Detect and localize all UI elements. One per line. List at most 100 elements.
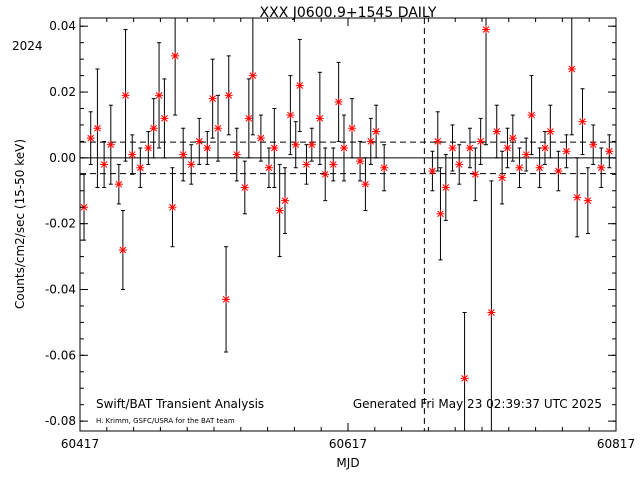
marker-stroke [128, 151, 136, 158]
marker-stroke [225, 91, 233, 99]
data-point-marker [583, 196, 592, 205]
marker-stroke [437, 210, 444, 218]
footer-credit: H. Krimm, GSFC/USRA for the BAT team [96, 417, 235, 425]
data-point-marker [168, 203, 177, 212]
data-point-marker [366, 137, 375, 146]
data-point-marker [540, 143, 549, 152]
marker-stroke [605, 147, 613, 155]
data-point-marker [248, 71, 257, 80]
marker-stroke [287, 111, 294, 119]
data-point-marker [136, 163, 145, 172]
marker-stroke [488, 309, 495, 316]
chart-title: XXX J0600.9+1545 DAILY [260, 5, 437, 21]
marker-stroke [466, 144, 474, 152]
data-point-marker [195, 137, 204, 146]
data-point-marker [187, 160, 196, 169]
data-point-marker [471, 170, 480, 179]
data-point-marker [93, 124, 102, 133]
data-point-marker [361, 180, 370, 189]
marker-stroke [449, 144, 456, 152]
data-point-marker [302, 160, 311, 169]
marker-stroke [471, 170, 479, 178]
data-point-marker [441, 183, 450, 192]
data-point-marker [214, 124, 223, 133]
marker-stroke [233, 151, 241, 158]
marker-stroke [249, 72, 257, 79]
data-point-marker [605, 147, 614, 156]
marker-stroke [340, 144, 348, 152]
data-point-marker [503, 143, 512, 152]
marker-stroke [169, 203, 176, 211]
data-point-marker [428, 167, 437, 176]
data-point-marker [100, 160, 109, 169]
marker-stroke [119, 246, 127, 254]
data-point-marker [492, 127, 501, 136]
marker-stroke [434, 138, 442, 145]
marker-stroke [308, 141, 316, 149]
y-tick-label: -0.08 [45, 414, 76, 428]
data-point-marker [455, 160, 464, 169]
data-point-marker [121, 91, 130, 100]
marker-stroke [257, 134, 265, 142]
marker-stroke [573, 193, 581, 201]
data-point-marker [329, 160, 338, 169]
data-point-marker [256, 134, 265, 143]
marker-stroke [372, 128, 380, 135]
marker-stroke [597, 164, 605, 172]
marker-stroke [321, 170, 329, 178]
data-point-marker [286, 111, 295, 120]
data-point-marker [567, 65, 576, 74]
data-point-marker [203, 143, 212, 152]
data-point-marker [578, 117, 587, 126]
data-point-marker [232, 150, 241, 159]
data-point-marker [498, 173, 507, 182]
marker-stroke [579, 118, 586, 126]
marker-stroke [568, 65, 576, 73]
footer-generated-timestamp: Generated Fri May 23 02:39:37 UTC 2025 [353, 397, 602, 411]
y-tick-label: -0.06 [45, 348, 76, 362]
data-point-marker [546, 127, 555, 136]
marker-stroke [461, 374, 468, 382]
data-point-marker [118, 246, 127, 255]
marker-stroke [94, 124, 101, 132]
y-tick-label: -0.02 [45, 217, 76, 231]
data-point-marker [160, 114, 169, 123]
data-point-marker [291, 140, 300, 149]
marker-stroke [155, 91, 163, 99]
marker-stroke [179, 151, 187, 158]
marker-stroke [356, 157, 364, 165]
data-point-marker [149, 124, 158, 133]
marker-stroke [455, 161, 463, 168]
data-point-marker [522, 150, 531, 159]
data-point-marker [356, 157, 365, 166]
marker-stroke [209, 95, 217, 102]
marker-stroke [555, 167, 562, 175]
x-axis-label: MJD [336, 456, 359, 470]
data-point-marker [114, 180, 123, 189]
marker-stroke [270, 144, 278, 152]
marker-stroke [442, 184, 450, 191]
marker-stroke [292, 141, 300, 149]
marker-stroke [509, 134, 517, 142]
data-point-marker [589, 140, 598, 149]
marker-stroke [187, 161, 195, 168]
data-point-marker [482, 25, 491, 34]
data-point-marker [128, 150, 137, 159]
data-point-marker [80, 203, 89, 212]
marker-stroke [367, 138, 375, 145]
data-point-marker [339, 143, 348, 152]
marker-stroke [203, 144, 211, 152]
data-point-marker [436, 209, 445, 218]
data-point-marker [222, 295, 231, 304]
data-point-marker [460, 374, 469, 383]
data-point-marker [433, 137, 442, 146]
marker-stroke [195, 138, 203, 145]
marker-stroke [241, 184, 249, 191]
data-point-marker [334, 97, 343, 106]
plot-area [80, 17, 616, 432]
marker-stroke [429, 167, 436, 175]
data-point-marker [224, 91, 233, 100]
marker-stroke [276, 207, 284, 214]
y-tick-label: 0.02 [49, 85, 76, 99]
marker-stroke [498, 174, 506, 181]
